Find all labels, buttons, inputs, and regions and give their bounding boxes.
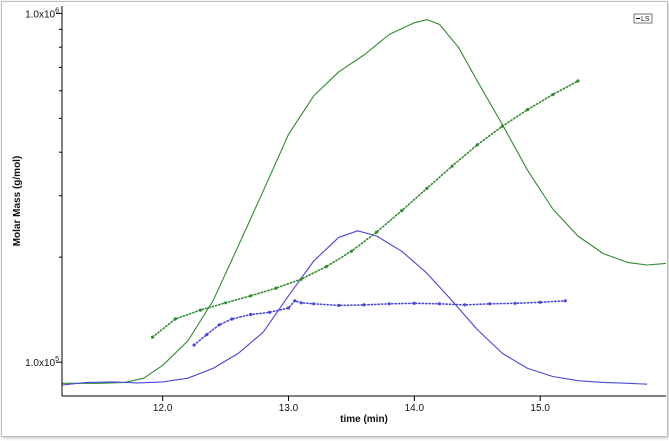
series-3-dotted-trail: [151, 80, 579, 338]
legend-box: [633, 13, 653, 24]
series-layer: [61, 19, 667, 386]
series-4-points: [192, 299, 567, 347]
y-tick-label: 1.0x106: [25, 7, 59, 20]
series-4-point: [412, 301, 416, 305]
x-tick-label: 15.0: [530, 403, 550, 414]
x-tick-label: 12.0: [153, 403, 173, 414]
x-axis-title: time (min): [340, 414, 388, 425]
series-3-point: [576, 79, 580, 83]
legend: LS: [633, 13, 653, 24]
series-1-line: [62, 19, 667, 384]
x-tick-label: 14.0: [405, 403, 425, 414]
x-tick-label: 13.0: [279, 403, 299, 414]
chart: 12.0 13.0 14.0 15.0 1.0x106 1.0x105 time (min…: [12, 6, 667, 425]
legend-label: LS: [641, 16, 650, 23]
ticks-layer: 12.0 13.0 14.0 15.0 1.0x106 1.0x105: [25, 7, 550, 414]
series-2-line: [61, 230, 648, 386]
y-tick-label: 1.0x105: [25, 356, 59, 369]
y-axis-title: Molar Mass (g/mol): [12, 156, 23, 247]
series-4-dotted-trail: [193, 299, 567, 346]
